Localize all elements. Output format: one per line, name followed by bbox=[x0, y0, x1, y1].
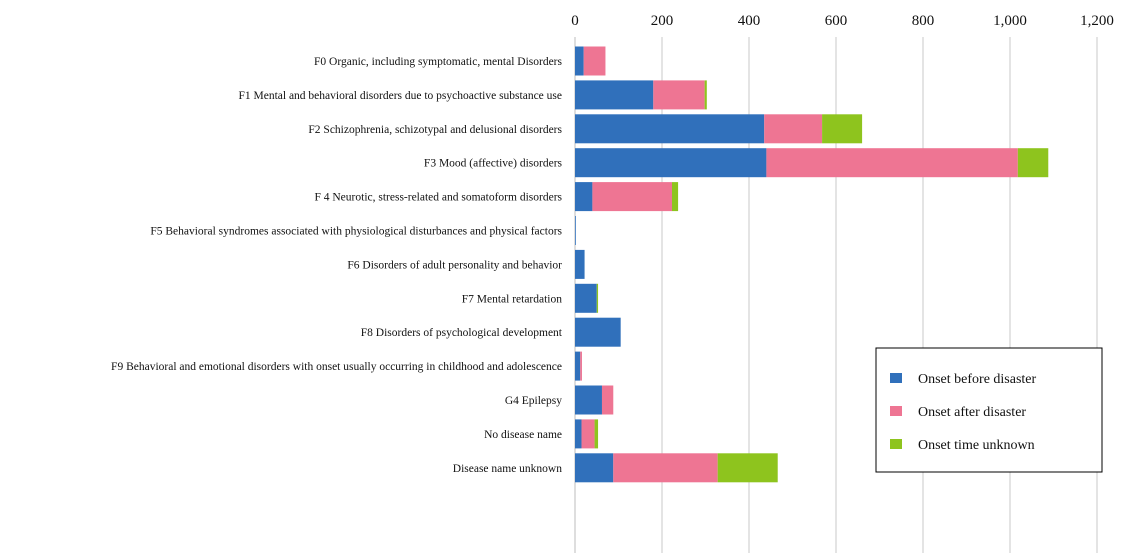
bar-segment bbox=[575, 419, 582, 449]
bar-segment bbox=[594, 419, 599, 449]
bar-segment bbox=[575, 351, 581, 381]
bar-segment bbox=[766, 148, 1018, 178]
category-label: F3 Mood (affective) disorders bbox=[424, 158, 563, 170]
category-label: F8 Disorders of psychological developmen… bbox=[361, 327, 563, 339]
bar-segment bbox=[581, 419, 595, 449]
category-label: G4 Epilepsy bbox=[505, 395, 562, 407]
bar-segment bbox=[575, 114, 765, 144]
category-labels: F0 Organic, including symptomatic, menta… bbox=[111, 56, 563, 475]
bar-segment bbox=[583, 46, 606, 76]
bar-segment bbox=[575, 216, 576, 245]
bar-segment bbox=[601, 385, 614, 415]
legend-label: Onset time unknown bbox=[918, 438, 1035, 453]
bar-segment bbox=[653, 80, 705, 110]
bar-segment bbox=[575, 148, 767, 178]
x-tick-label: 1,200 bbox=[1080, 13, 1114, 29]
bar-segment bbox=[596, 283, 599, 313]
legend-label: Onset after disaster bbox=[918, 405, 1026, 420]
category-label: Disease name unknown bbox=[453, 463, 562, 475]
x-tick-label: 1,000 bbox=[993, 13, 1027, 29]
legend-swatch bbox=[890, 406, 902, 416]
legend-label: Onset before disaster bbox=[918, 372, 1037, 387]
bar-segment bbox=[575, 182, 593, 212]
bar-segment bbox=[672, 182, 679, 212]
category-label: F5 Behavioral syndromes associated with … bbox=[150, 226, 562, 238]
bar-segment bbox=[575, 385, 602, 415]
bar-segment bbox=[613, 453, 718, 483]
bar-segment bbox=[1017, 148, 1049, 178]
category-label: F1 Mental and behavioral disorders due t… bbox=[238, 90, 562, 102]
x-axis-ticks: 0 200 400 600 800 1,000 1,200 bbox=[571, 13, 1114, 29]
bar-segment bbox=[580, 351, 582, 381]
bar-segment bbox=[575, 249, 585, 279]
category-label: F6 Disorders of adult personality and be… bbox=[347, 259, 562, 271]
legend: Onset before disaster Onset after disaste… bbox=[875, 347, 1103, 473]
bar-segment bbox=[704, 80, 707, 110]
bar-segment bbox=[717, 453, 778, 483]
x-tick-label: 800 bbox=[912, 13, 935, 29]
legend-box bbox=[875, 347, 1103, 473]
legend-swatch bbox=[890, 373, 902, 383]
legend-swatch bbox=[890, 439, 902, 449]
category-label: F0 Organic, including symptomatic, menta… bbox=[314, 56, 562, 68]
bar-segment bbox=[575, 46, 584, 76]
x-tick-label: 200 bbox=[651, 13, 674, 29]
bars bbox=[575, 46, 1049, 483]
category-label: F9 Behavioral and emotional disorders wi… bbox=[111, 361, 562, 373]
bar-segment bbox=[592, 182, 673, 212]
bar-segment bbox=[575, 80, 654, 110]
bar-segment bbox=[575, 453, 614, 483]
x-tick-label: 400 bbox=[738, 13, 761, 29]
bar-segment bbox=[575, 283, 597, 313]
category-label: F 4 Neurotic, stress-related and somatof… bbox=[314, 192, 562, 204]
bar-segment bbox=[822, 114, 863, 144]
bar-segment bbox=[764, 114, 823, 144]
category-label: No disease name bbox=[484, 429, 562, 441]
x-tick-label: 600 bbox=[825, 13, 848, 29]
category-label: F7 Mental retardation bbox=[462, 293, 563, 305]
category-label: F2 Schizophrenia, schizotypal and delusi… bbox=[308, 124, 562, 136]
bar-segment bbox=[575, 317, 621, 347]
x-tick-label: 0 bbox=[571, 13, 579, 29]
